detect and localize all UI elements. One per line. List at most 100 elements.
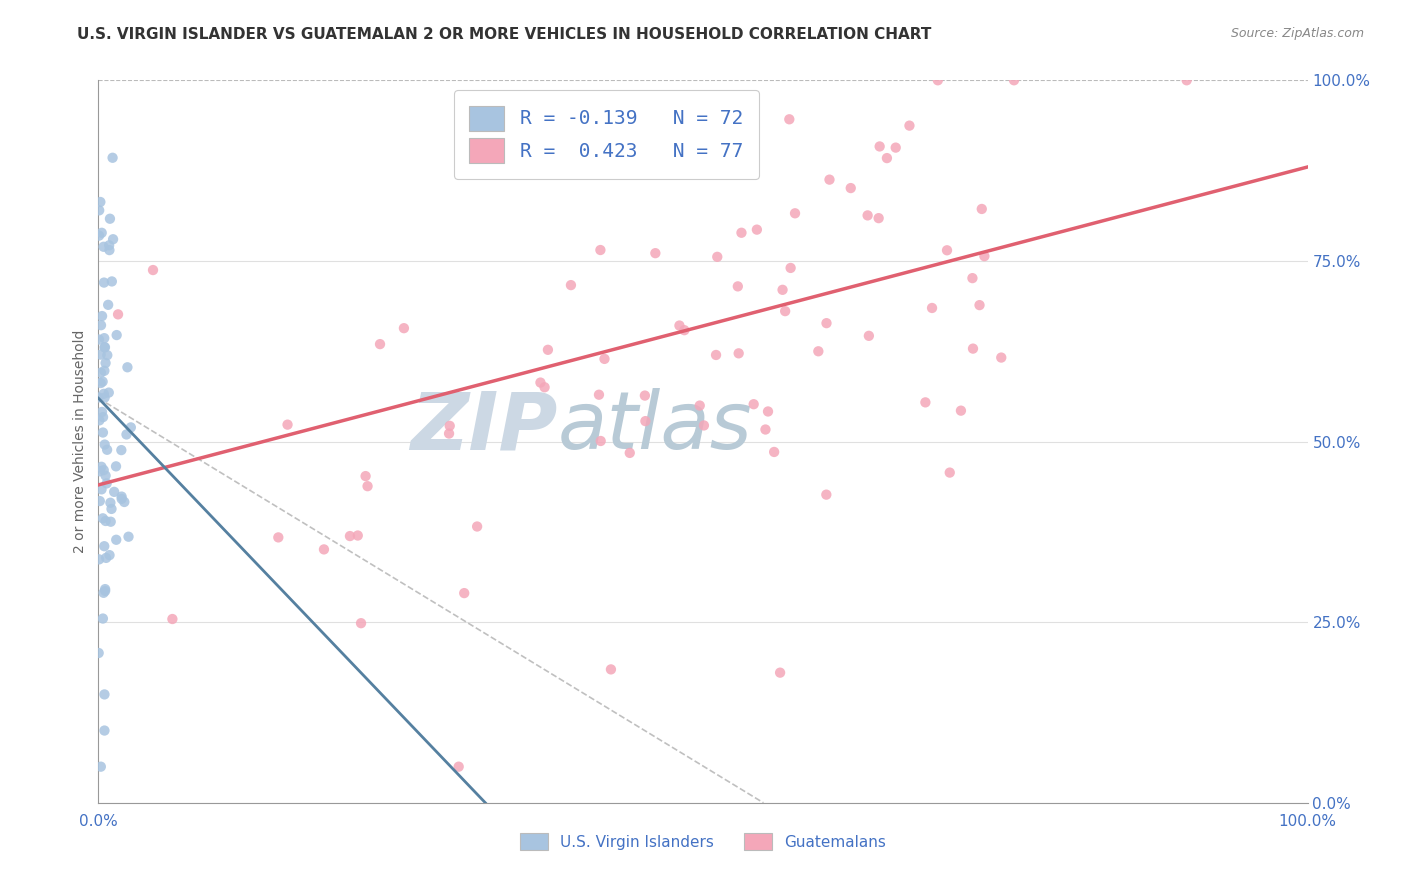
Point (87, 228, 110, 243)
Point (105, 328, 128, 343)
Point (727, 279, 749, 293)
Point (619, 446, 641, 460)
Point (600, 662, 623, 676)
Point (93, 340, 115, 354)
Text: atlas: atlas (558, 388, 752, 467)
Point (110, 443, 132, 458)
Point (105, 459, 128, 474)
Point (91, 405, 114, 419)
Point (589, 243, 612, 257)
Legend: U.S. Virgin Islanders, Guatemalans: U.S. Virgin Islanders, Guatemalans (515, 827, 891, 856)
Point (779, 260, 801, 275)
Point (772, 283, 794, 297)
Point (93, 586, 115, 600)
Point (856, 208, 879, 222)
Point (90, 226, 112, 240)
Point (94, 340, 117, 354)
Point (98, 548, 121, 562)
Point (100, 502, 122, 516)
Point (96, 442, 118, 457)
Point (773, 304, 796, 318)
Point (354, 469, 377, 483)
Point (94, 514, 117, 528)
Point (673, 323, 696, 337)
Point (356, 479, 378, 493)
Point (312, 542, 335, 557)
Point (89, 203, 111, 218)
Point (763, 445, 786, 459)
Point (346, 528, 368, 542)
Point (783, 206, 806, 220)
Point (439, 418, 461, 433)
Point (453, 586, 475, 600)
Point (706, 250, 728, 264)
Point (927, 73, 949, 87)
Point (90, 760, 112, 774)
Point (727, 346, 749, 360)
Point (962, 271, 984, 285)
Point (112, 495, 135, 509)
Point (101, 232, 124, 246)
Point (142, 263, 165, 277)
Point (818, 172, 841, 186)
Point (938, 466, 960, 480)
Point (277, 417, 299, 432)
Point (447, 760, 470, 774)
Point (589, 434, 612, 448)
Point (93, 364, 115, 378)
Point (560, 278, 582, 293)
Point (962, 342, 984, 356)
Point (93, 386, 115, 401)
Point (634, 388, 657, 402)
Point (921, 301, 943, 315)
Point (392, 321, 415, 335)
Point (644, 246, 666, 260)
Point (120, 420, 142, 434)
Point (91, 425, 114, 440)
Point (111, 490, 134, 504)
Point (949, 403, 972, 417)
Point (465, 519, 488, 533)
Point (93, 687, 115, 701)
Text: ZIP: ZIP (411, 388, 558, 467)
Point (969, 298, 991, 312)
Point (89, 464, 111, 478)
Point (593, 351, 616, 366)
Point (90, 318, 112, 333)
Point (96, 348, 118, 362)
Point (89, 494, 111, 508)
Point (94, 550, 117, 565)
Point (89, 194, 111, 209)
Point (815, 316, 838, 330)
Point (769, 665, 792, 680)
Point (1002, 73, 1025, 87)
Point (807, 344, 830, 359)
Point (89, 552, 111, 566)
Point (94, 468, 117, 483)
Point (267, 530, 290, 544)
Point (91, 309, 114, 323)
Point (117, 360, 139, 375)
Point (898, 119, 921, 133)
Point (858, 328, 880, 343)
Point (693, 418, 716, 433)
Point (87, 646, 110, 660)
Point (90, 348, 112, 362)
Text: Source: ZipAtlas.com: Source: ZipAtlas.com (1230, 27, 1364, 40)
Point (93, 437, 115, 451)
Point (990, 351, 1012, 365)
Point (1175, 73, 1198, 87)
Point (339, 529, 361, 543)
Point (91, 410, 114, 425)
Point (689, 399, 711, 413)
Point (839, 181, 862, 195)
Point (115, 427, 138, 442)
Point (742, 397, 765, 411)
Point (868, 211, 890, 226)
Point (93, 539, 115, 553)
Point (529, 376, 551, 390)
Point (96, 476, 118, 491)
Point (634, 414, 657, 428)
Point (98, 238, 121, 252)
Point (588, 388, 610, 402)
